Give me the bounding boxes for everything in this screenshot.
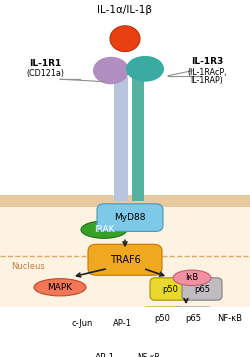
Text: p65: p65 [194,285,210,293]
Text: p50: p50 [154,314,170,323]
Text: IL-1R1: IL-1R1 [29,59,61,68]
FancyBboxPatch shape [82,346,128,357]
FancyBboxPatch shape [132,77,144,201]
Ellipse shape [34,279,86,296]
Ellipse shape [165,350,179,357]
FancyBboxPatch shape [142,307,182,330]
FancyBboxPatch shape [125,346,171,357]
FancyBboxPatch shape [61,312,103,335]
Text: IL-1RAP): IL-1RAP) [190,76,224,85]
FancyBboxPatch shape [0,0,250,195]
Ellipse shape [126,56,164,82]
Text: IL-1α/IL-1β: IL-1α/IL-1β [98,5,152,15]
Ellipse shape [173,270,211,286]
FancyBboxPatch shape [0,195,250,207]
FancyBboxPatch shape [0,207,250,307]
FancyBboxPatch shape [114,77,128,201]
Text: p50: p50 [162,285,178,293]
Text: Nucleus: Nucleus [11,262,45,271]
Text: SEAP: SEAP [204,353,227,357]
Ellipse shape [174,350,188,357]
Text: AP-1: AP-1 [95,353,115,357]
Ellipse shape [110,26,140,52]
Text: IRAK: IRAK [94,225,114,234]
Text: c-fos: c-fos [40,319,60,328]
FancyBboxPatch shape [182,278,222,300]
Text: MAPK: MAPK [48,283,72,292]
FancyBboxPatch shape [97,204,163,231]
Text: p65: p65 [185,314,201,323]
Text: (IL-1RAcP,: (IL-1RAcP, [187,68,227,77]
Ellipse shape [93,57,129,84]
Text: c-Jun: c-Jun [71,319,93,328]
Text: AP-1: AP-1 [113,319,132,328]
FancyBboxPatch shape [173,307,213,330]
FancyBboxPatch shape [120,207,130,226]
Text: IL-1R3: IL-1R3 [191,57,223,66]
Text: NF-κB: NF-κB [137,353,159,357]
Text: (CD121a): (CD121a) [26,70,64,79]
FancyArrow shape [189,348,237,357]
Text: MyD88: MyD88 [114,213,146,222]
Ellipse shape [81,221,127,238]
FancyBboxPatch shape [150,278,190,300]
FancyBboxPatch shape [0,195,250,207]
FancyBboxPatch shape [29,312,71,335]
Text: IκB: IκB [186,273,198,282]
Text: NF-κB: NF-κB [217,314,242,323]
FancyBboxPatch shape [88,244,162,275]
Text: TRAF6: TRAF6 [110,255,140,265]
